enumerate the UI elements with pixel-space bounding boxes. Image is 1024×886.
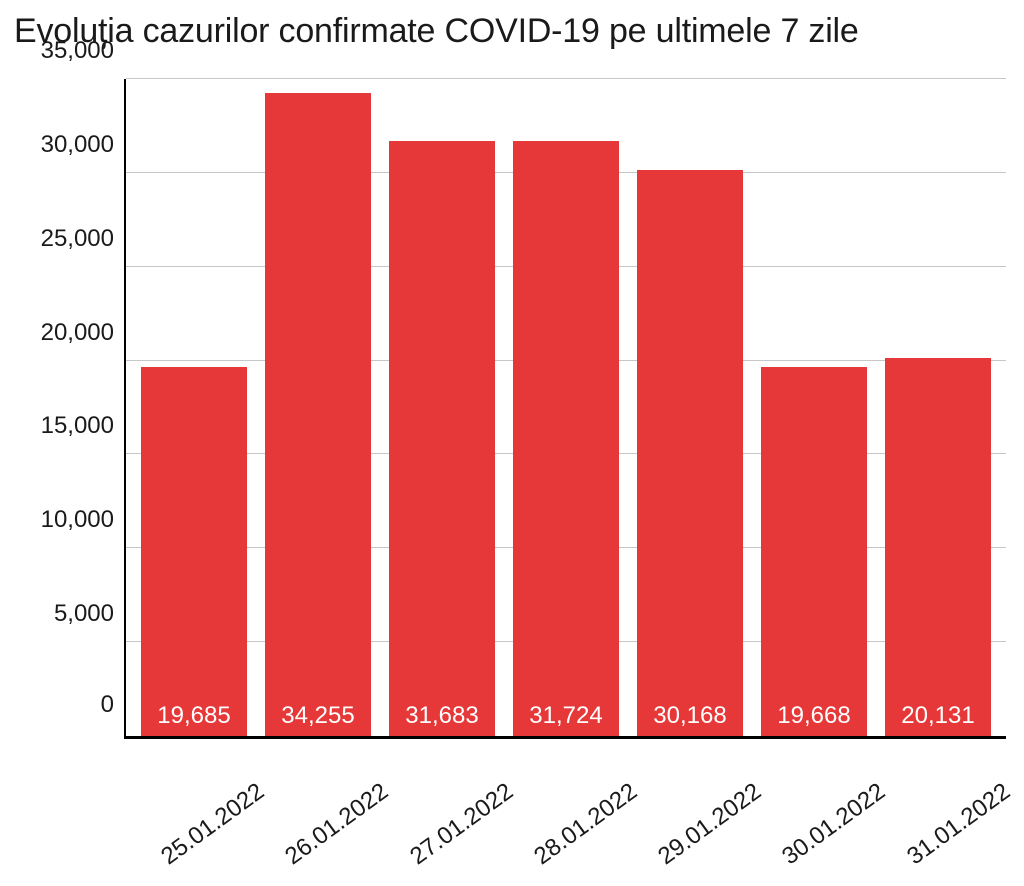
- y-tick-label: 30,000: [41, 131, 114, 159]
- x-tick-label: 28.01.2022: [503, 749, 627, 777]
- bar-column: 19,668: [752, 79, 876, 736]
- bar: 20,131: [885, 358, 992, 736]
- chart-container: Evoluția cazurilor confirmate COVID-19 p…: [0, 0, 1024, 886]
- x-tick-label: 30.01.2022: [751, 749, 875, 777]
- bar: 30,168: [637, 170, 744, 736]
- chart-area: 19,685 34,255 31,683 31,724 30,168 19,668 20,1…: [42, 79, 1006, 859]
- x-tick-label: 25.01.2022: [130, 749, 254, 777]
- bar-column: 20,131: [876, 79, 1000, 736]
- x-tick-label: 26.01.2022: [254, 749, 378, 777]
- bars-group: 19,685 34,255 31,683 31,724 30,168 19,668 20,1…: [126, 79, 1006, 736]
- y-tick-label: 0: [101, 691, 114, 719]
- bar: 31,724: [513, 141, 620, 737]
- x-axis-labels: 25.01.202226.01.202227.01.202228.01.2022…: [124, 739, 1006, 859]
- chart-title: Evoluția cazurilor confirmate COVID-19 p…: [14, 12, 1016, 51]
- bar: 19,668: [761, 367, 868, 736]
- y-tick-label: 10,000: [41, 506, 114, 534]
- bar-value-label: 30,168: [653, 702, 726, 730]
- y-tick-label: 20,000: [41, 319, 114, 347]
- plot-area: 19,685 34,255 31,683 31,724 30,168 19,668 20,1…: [124, 79, 1006, 739]
- bar-column: 19,685: [132, 79, 256, 736]
- bar-column: 31,724: [504, 79, 628, 736]
- x-tick-label: 29.01.2022: [627, 749, 751, 777]
- y-tick-label: 5,000: [54, 600, 114, 628]
- bar-column: 31,683: [380, 79, 504, 736]
- bar: 19,685: [141, 367, 248, 737]
- bar: 31,683: [389, 141, 496, 736]
- bar-value-label: 34,255: [281, 702, 354, 730]
- x-tick-label: 31.01.2022: [876, 749, 1000, 777]
- bar-value-label: 20,131: [901, 702, 974, 730]
- bar-value-label: 31,724: [529, 702, 602, 730]
- bar-column: 30,168: [628, 79, 752, 736]
- bar-value-label: 31,683: [405, 702, 478, 730]
- bar-value-label: 19,668: [777, 702, 850, 730]
- y-tick-label: 15,000: [41, 412, 114, 440]
- y-tick-label: 35,000: [41, 37, 114, 65]
- bar: 34,255: [265, 93, 372, 736]
- bar-column: 34,255: [256, 79, 380, 736]
- x-tick-label: 27.01.2022: [379, 749, 503, 777]
- bar-value-label: 19,685: [157, 702, 230, 730]
- y-tick-label: 25,000: [41, 225, 114, 253]
